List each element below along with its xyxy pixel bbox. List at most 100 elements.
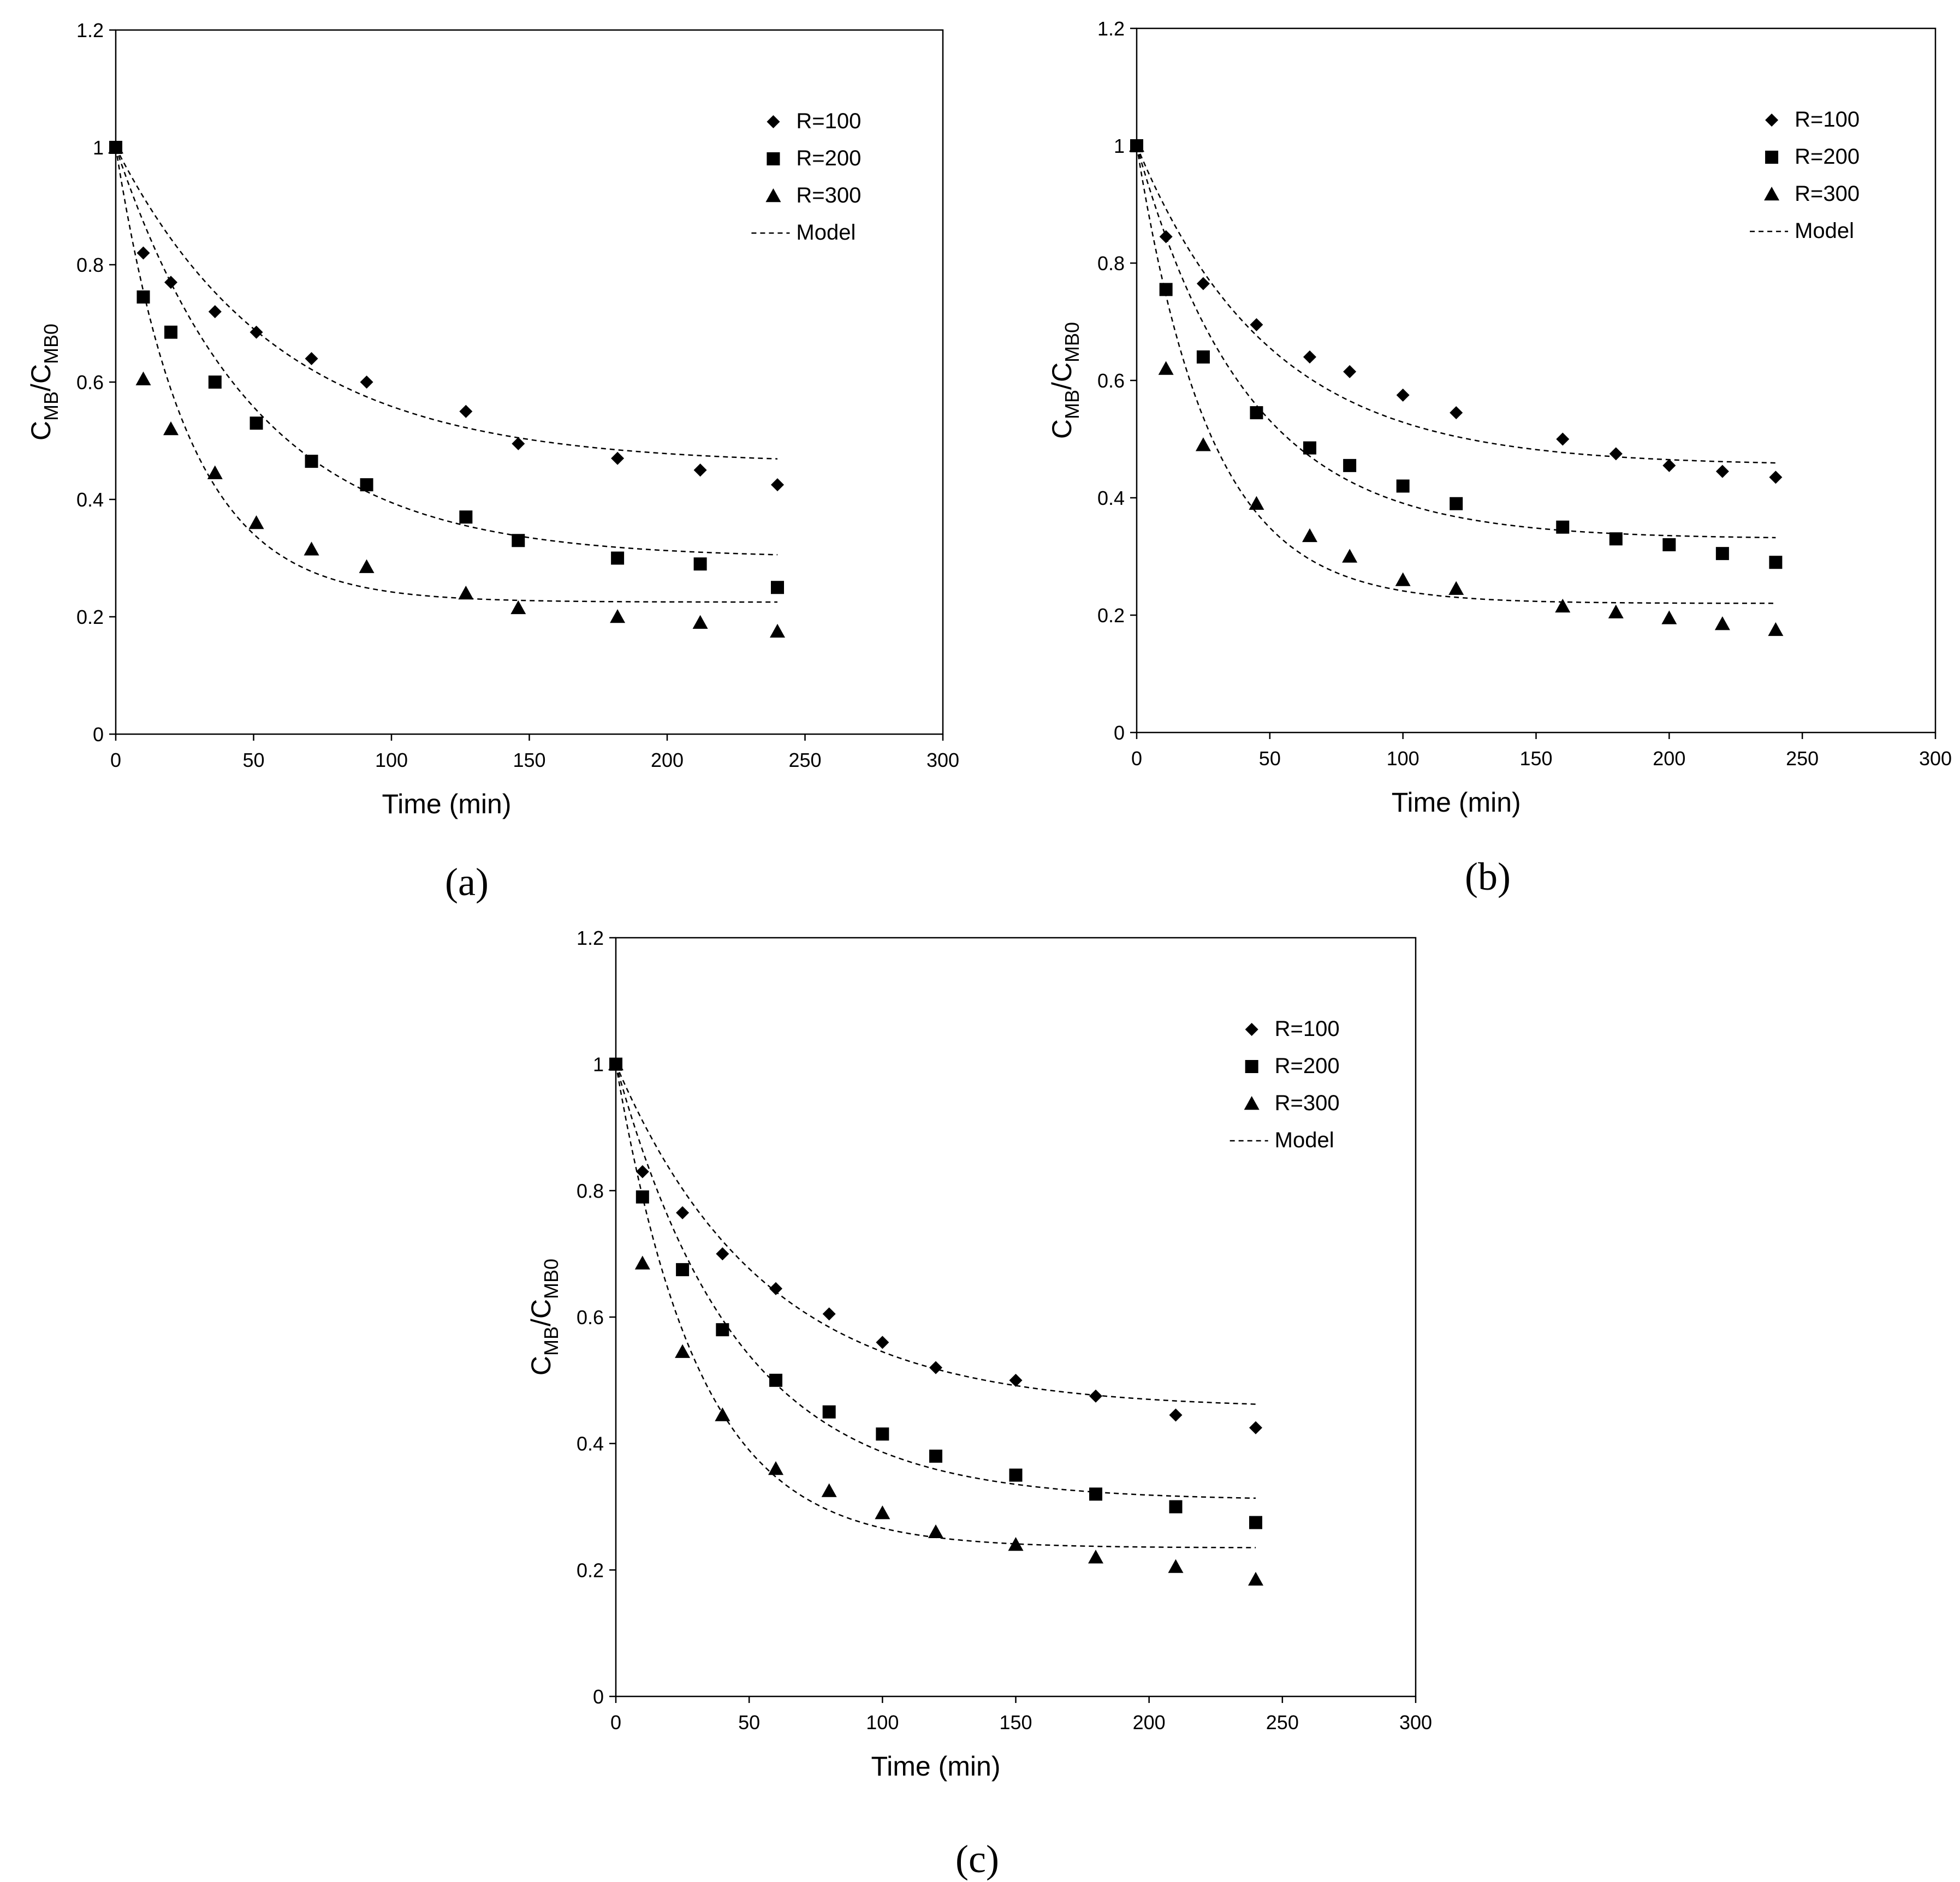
chart-panel-c: 0 0.2 0.4 0.6 0.8 1 1.2 0 50 100 150 200 250 300 Time … [442,912,1432,1782]
data-point [611,451,625,465]
y-label-c: C [526,1356,556,1375]
data-point [1608,604,1624,618]
data-point [822,1307,836,1321]
legend: R=100 R=200 R=300 Model [1750,108,1860,243]
data-point [459,404,473,418]
data-point [1662,458,1676,472]
data-point [1168,1559,1184,1573]
chart-c-svg: 0 0.2 0.4 0.6 0.8 1 1.2 0 50 100 150 200 250 300 Time … [526,927,1432,1782]
y-label-slash-c: /C [1047,362,1077,390]
data-point [1169,1500,1183,1514]
legend-label: R=300 [1795,182,1860,206]
data-point [1396,479,1410,493]
data-point [1250,406,1263,420]
series-r-100 [609,1057,1262,1434]
data-point [360,376,373,389]
data-point [929,1361,942,1374]
x-tick-label: 250 [1786,747,1819,770]
series-r-100 [109,141,784,492]
legend-label: R=200 [1795,145,1860,169]
y-label-sub-mb: MB [1061,390,1083,419]
data-point [136,290,150,304]
y-label-slash-c: /C [526,1299,556,1326]
y-axis-label: CMB/CMB0 [526,1259,562,1375]
data-point [676,1263,690,1277]
x-tick-label: 150 [999,1711,1032,1734]
legend-label: R=100 [1275,1017,1340,1041]
data-point [135,371,151,385]
y-axis-label: CMB/CMB0 [1047,322,1083,439]
data-point [634,1255,650,1270]
data-point [1556,432,1570,446]
legend-label: R=300 [1275,1091,1340,1115]
data-point [1769,556,1783,569]
data-point [635,1165,649,1178]
x-tick-label: 300 [1919,747,1952,770]
data-point [1008,1537,1024,1551]
legend-label: Model [796,221,856,245]
series-r-200 [1130,139,1783,569]
data-point [250,325,263,339]
y-tick-label: 1.2 [577,927,604,949]
data-point [693,463,707,477]
data-point [1715,547,1729,561]
data-point [1009,1373,1023,1387]
data-point [1088,1550,1103,1564]
data-point [459,510,473,524]
y-tick-label: 0.6 [1097,370,1125,392]
series-r-200 [609,1057,1262,1529]
data-point [1768,622,1784,636]
x-tick-label: 250 [1266,1711,1299,1734]
data-point [1303,350,1316,364]
data-point [1714,616,1730,630]
legend-marker [1764,187,1780,201]
legend-marker [1244,1096,1260,1110]
data-point [769,1373,782,1387]
data-point [1715,464,1729,478]
x-tick-label: 300 [926,749,959,771]
x-tick-label: 150 [1519,747,1552,770]
data-point [1249,1421,1262,1434]
y-tick-label: 0.4 [1097,487,1125,509]
data-point [1159,230,1173,243]
series-r-300 [108,140,785,638]
data-point [164,276,177,289]
data-point [1343,458,1357,472]
data-point [136,246,150,260]
legend-label: R=200 [1275,1054,1340,1078]
model-curve-r-100 [115,147,778,460]
legend-label: Model [1275,1128,1334,1152]
data-point [305,455,318,468]
y-tick-label: 0.6 [76,371,104,394]
data-point [611,551,625,565]
data-point [929,1449,942,1463]
x-tick-label: 50 [1259,747,1281,770]
y-tick-label: 0 [593,1686,604,1708]
x-tick-label: 150 [513,749,545,771]
x-tick-label: 200 [1653,747,1685,770]
data-point [208,376,222,389]
y-tick-label: 0.8 [1097,252,1125,275]
data-point [1196,277,1210,290]
y-label-c: C [1047,419,1077,439]
data-point [821,1483,837,1497]
y-label-sub-mb0: MB0 [1061,322,1083,362]
y-tick-label: 1 [93,136,104,159]
data-point [1609,532,1623,546]
data-point [1196,350,1210,364]
x-tick-label: 200 [1133,1711,1166,1734]
y-label-sub-mb0: MB0 [540,1259,562,1299]
data-point [771,478,784,492]
model-curves [615,1064,1256,1549]
data-point [1129,138,1144,152]
data-point [1249,1516,1262,1529]
data-point [1009,1468,1023,1482]
y-tick-label: 0 [93,723,104,746]
plot-frame [615,937,1417,1698]
y-label-sub-mb: MB [40,391,62,421]
y-label-sub-mb0: MB0 [40,324,62,364]
data-point [1342,549,1358,563]
y-tick-label: 1.2 [1097,17,1125,40]
data-point [876,1336,889,1349]
model-curves [115,147,778,603]
